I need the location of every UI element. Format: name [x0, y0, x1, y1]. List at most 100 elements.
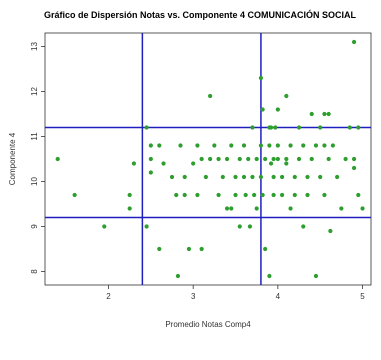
data-point [339, 206, 344, 211]
data-point [237, 224, 242, 229]
data-point [284, 161, 289, 166]
data-point [335, 174, 340, 180]
data-point [178, 143, 183, 148]
y-axis-ticks: 8 9 10 11 12 13 [30, 42, 45, 274]
data-point [157, 246, 162, 252]
y-tick-label: 13 [30, 42, 39, 51]
data-point [326, 156, 331, 162]
data-point [305, 192, 310, 198]
data-point [186, 246, 192, 252]
data-point [195, 192, 200, 198]
data-point [212, 143, 217, 148]
data-point [318, 125, 323, 130]
y-axis-label: Componente 4 [8, 132, 17, 185]
x-tick-label: 4 [276, 292, 281, 301]
data-point [356, 192, 361, 198]
data-point [313, 143, 319, 148]
data-point [233, 192, 238, 198]
data-point [271, 192, 276, 198]
reference-lines [45, 33, 371, 285]
data-point [301, 143, 306, 148]
data-point [229, 206, 234, 211]
data-point [72, 192, 77, 198]
data-point [247, 224, 253, 229]
data-point [175, 273, 181, 279]
data-point [318, 174, 323, 180]
data-point [208, 93, 213, 99]
data-point [148, 170, 153, 175]
data-point [263, 156, 268, 162]
data-point [268, 161, 274, 166]
data-point [305, 174, 310, 180]
data-point [224, 156, 230, 162]
data-point [268, 125, 274, 130]
data-point [273, 125, 278, 130]
data-point [169, 174, 175, 180]
y-tick-label: 9 [30, 224, 39, 229]
data-point [243, 192, 248, 198]
x-tick-label: 3 [191, 292, 196, 301]
data-point [254, 206, 259, 211]
data-point [260, 192, 265, 198]
data-point [174, 192, 179, 198]
data-point [263, 246, 268, 252]
x-tick-label: 2 [106, 292, 111, 301]
data-point [301, 224, 306, 229]
data-point [292, 192, 297, 198]
data-point [216, 192, 221, 198]
y-tick-label: 12 [30, 87, 39, 96]
data-point [148, 156, 153, 162]
data-point [55, 156, 60, 162]
data-point [279, 192, 285, 198]
data-point [309, 156, 314, 162]
data-point [284, 156, 289, 162]
data-point [313, 273, 319, 279]
data-point [258, 75, 264, 81]
data-point [292, 174, 297, 180]
data-point [258, 174, 264, 180]
data-point [220, 174, 225, 180]
data-point [328, 228, 333, 234]
y-tick-label: 10 [30, 177, 39, 186]
data-point [252, 192, 257, 198]
data-point [199, 246, 204, 252]
data-point [237, 156, 242, 162]
data-point [296, 125, 302, 130]
data-point [182, 174, 187, 180]
data-point [309, 111, 314, 117]
data-point [157, 143, 162, 148]
data-point [182, 192, 187, 198]
data-point [284, 93, 289, 99]
data-point [250, 174, 255, 180]
data-point [322, 111, 327, 117]
data-point [288, 143, 293, 148]
data-point [203, 174, 208, 180]
data-point [267, 273, 272, 279]
data-point [250, 125, 255, 130]
data-point [199, 156, 204, 162]
x-tick-label: 5 [360, 292, 365, 301]
data-points [55, 39, 365, 279]
data-point [161, 161, 166, 166]
data-point [351, 39, 357, 45]
data-point [246, 156, 251, 162]
data-point [356, 125, 361, 130]
data-point [229, 143, 234, 148]
data-point [127, 206, 132, 211]
data-point [322, 192, 327, 198]
data-point [360, 206, 365, 211]
data-point [241, 174, 247, 180]
y-tick-label: 11 [30, 132, 39, 141]
data-point [326, 111, 331, 117]
data-point [241, 143, 247, 148]
data-point [148, 143, 153, 148]
data-point [275, 107, 280, 112]
data-point [271, 174, 276, 180]
data-point [258, 143, 264, 148]
x-axis-ticks: 2 3 4 5 [106, 285, 365, 301]
chart-title: Gráfico de Dispersión Notas vs. Componen… [44, 9, 357, 20]
y-tick-label: 8 [30, 269, 39, 274]
data-point [322, 143, 327, 148]
data-point [275, 143, 280, 148]
data-point [191, 161, 196, 166]
